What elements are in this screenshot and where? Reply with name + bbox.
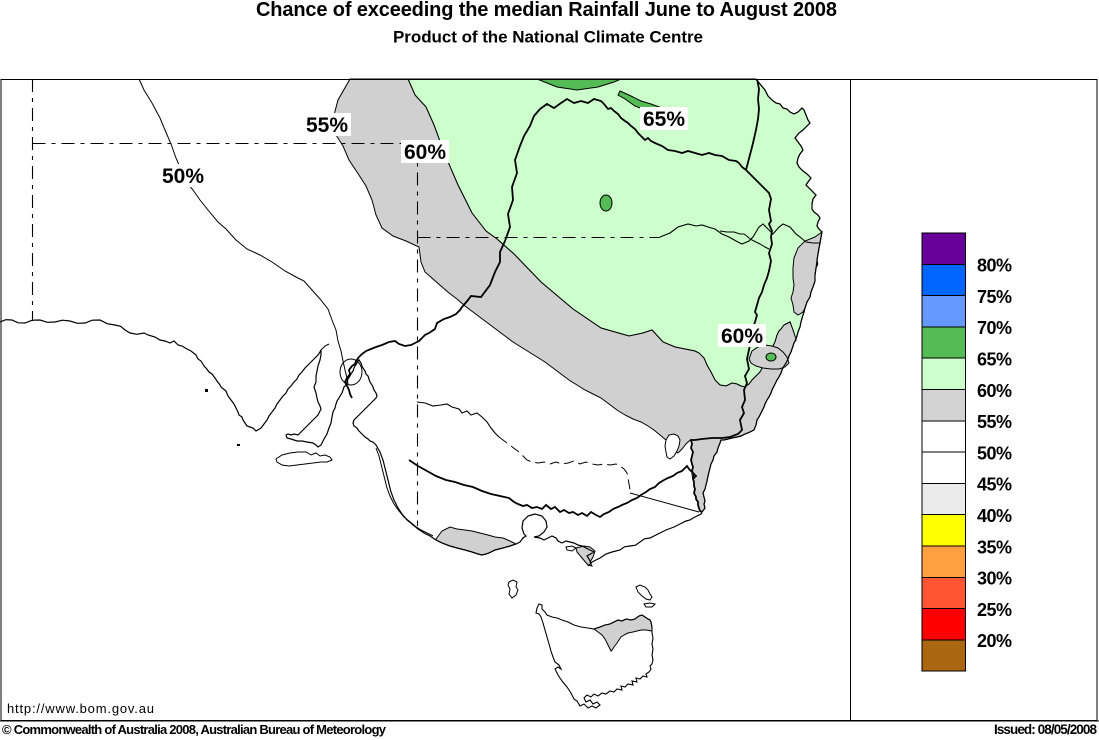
svg-text:60%: 60% <box>977 381 1012 401</box>
svg-text:55%: 55% <box>306 114 348 137</box>
svg-text:20%: 20% <box>977 631 1012 651</box>
svg-text:© Commonwealth of Australia 20: © Commonwealth of Australia 2008, Austra… <box>2 722 387 737</box>
svg-text:50%: 50% <box>162 165 204 188</box>
svg-text:30%: 30% <box>977 569 1012 589</box>
svg-text:35%: 35% <box>977 537 1012 557</box>
svg-text:45%: 45% <box>977 475 1012 495</box>
svg-text:65%: 65% <box>643 108 685 131</box>
svg-text:Product of the National Climat: Product of the National Climate Centre <box>393 28 703 47</box>
svg-text:50%: 50% <box>977 443 1012 463</box>
svg-text:65%: 65% <box>977 350 1012 370</box>
svg-text:http://www.bom.gov.au: http://www.bom.gov.au <box>7 701 154 716</box>
svg-text:40%: 40% <box>977 506 1012 526</box>
svg-text:75%: 75% <box>977 287 1012 307</box>
svg-text:80%: 80% <box>977 256 1012 276</box>
svg-text:Chance of exceeding the median: Chance of exceeding the median Rainfall … <box>256 0 837 21</box>
svg-text:60%: 60% <box>404 141 446 164</box>
svg-text:70%: 70% <box>977 318 1012 338</box>
svg-text:25%: 25% <box>977 600 1012 620</box>
svg-text:60%: 60% <box>721 325 763 348</box>
svg-text:55%: 55% <box>977 412 1012 432</box>
svg-text:Issued: 08/05/2008: Issued: 08/05/2008 <box>994 722 1097 737</box>
